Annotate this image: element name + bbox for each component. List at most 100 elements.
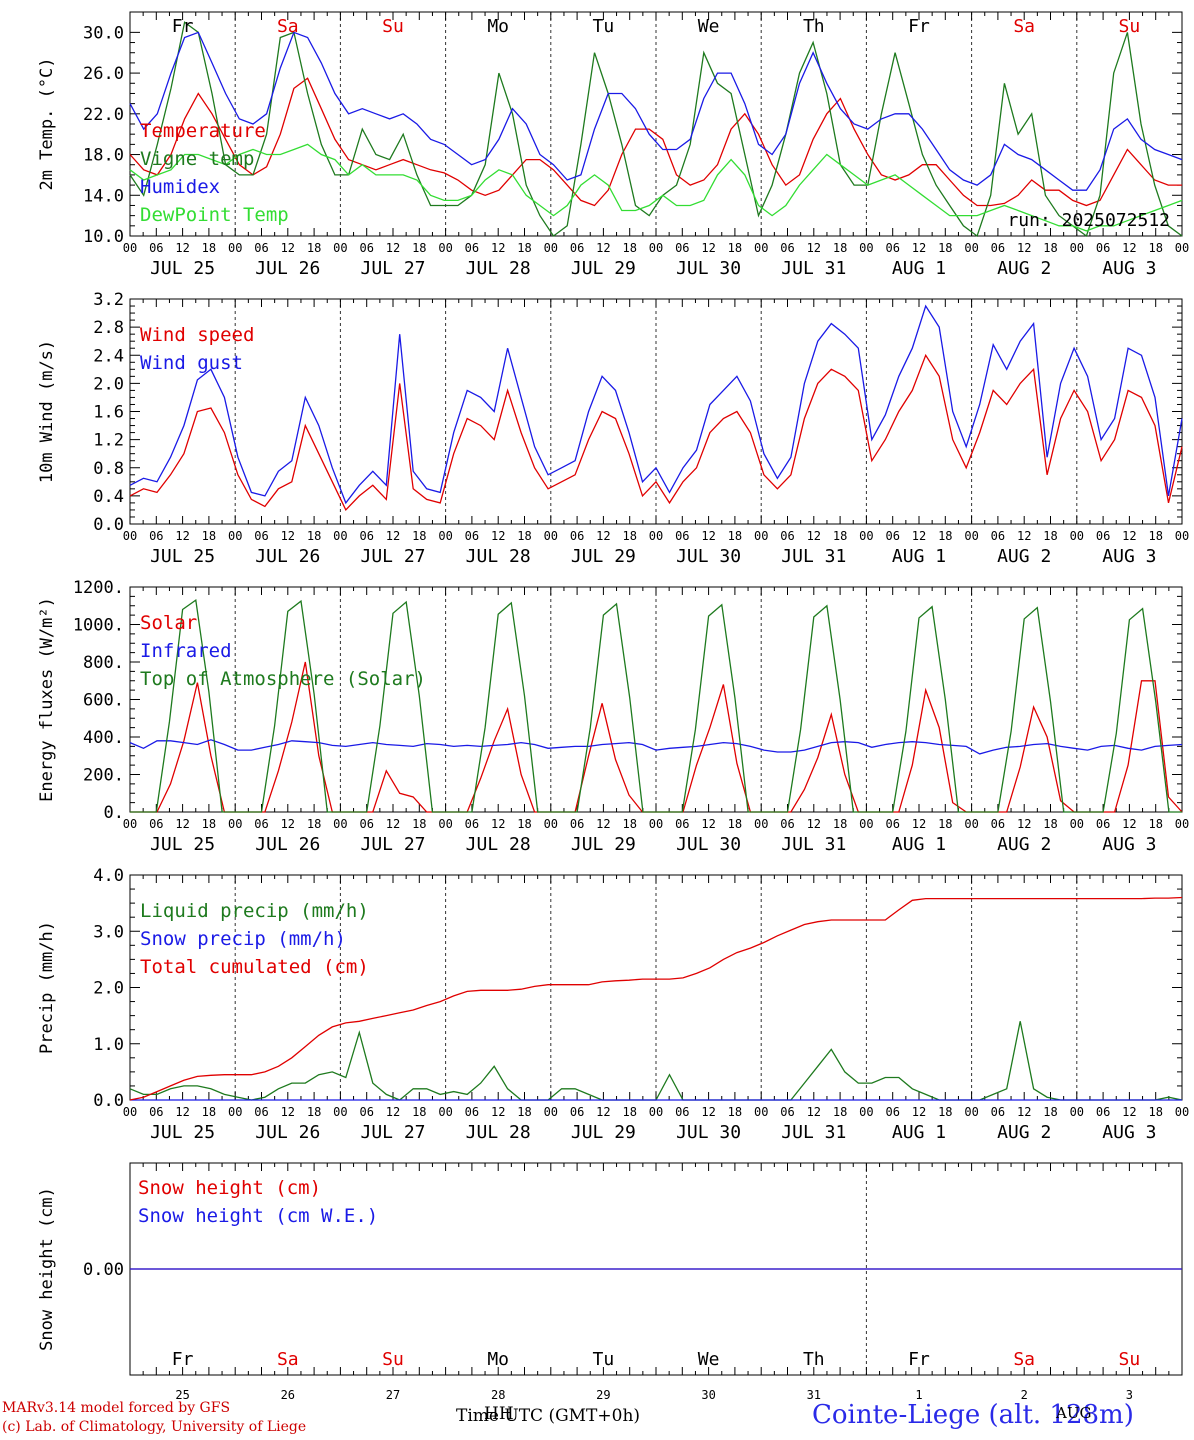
x-hour-label: 12 bbox=[281, 529, 295, 543]
x-hour-label: 06 bbox=[1096, 241, 1110, 255]
x-date-label: AUG 3 bbox=[1102, 546, 1156, 567]
x-hour-label: 12 bbox=[807, 817, 821, 831]
x-date-label: AUG 1 bbox=[892, 258, 946, 279]
x-date-label: JUL 28 bbox=[466, 546, 531, 567]
x-hour-label: 12 bbox=[912, 817, 926, 831]
x-hour-label: 18 bbox=[833, 241, 847, 255]
x-hour-label: 06 bbox=[149, 241, 163, 255]
weekday-label-top: Mo bbox=[487, 16, 509, 37]
x-hour-label: 18 bbox=[412, 1105, 426, 1119]
y-tick-label: 3.0 bbox=[93, 922, 124, 942]
x-hour-label: 12 bbox=[701, 241, 715, 255]
x-hour-label: 00 bbox=[333, 529, 347, 543]
y-tick-label: 0.0 bbox=[93, 515, 124, 535]
x-hour-label: 00 bbox=[228, 241, 242, 255]
y-axis-label: Snow height (cm) bbox=[37, 1187, 57, 1351]
x-hour-label: 00 bbox=[438, 529, 452, 543]
x-hour-label: 00 bbox=[544, 529, 558, 543]
y-tick-label: 0.0 bbox=[93, 1091, 124, 1111]
day-number-label: 27 bbox=[386, 1388, 400, 1402]
x-date-label: JUL 28 bbox=[466, 834, 531, 855]
x-hour-label: 18 bbox=[517, 241, 531, 255]
x-hour-label: 00 bbox=[859, 529, 873, 543]
legend-entry: Snow precip (mm/h) bbox=[140, 928, 346, 950]
x-date-label: JUL 26 bbox=[255, 258, 320, 279]
x-hour-label: 12 bbox=[281, 241, 295, 255]
x-date-label: JUL 31 bbox=[781, 834, 846, 855]
x-hour-label: 18 bbox=[1148, 529, 1162, 543]
x-hour-label: 06 bbox=[885, 817, 899, 831]
x-hour-label: 06 bbox=[1096, 1105, 1110, 1119]
y-tick-label: 26.0 bbox=[83, 64, 124, 84]
x-hour-label: 00 bbox=[333, 1105, 347, 1119]
y-tick-label: 0. bbox=[104, 803, 124, 823]
x-date-label: JUL 29 bbox=[571, 258, 636, 279]
x-hour-label: 18 bbox=[1148, 1105, 1162, 1119]
x-date-label: JUL 25 bbox=[150, 546, 215, 567]
x-hour-label: 12 bbox=[491, 1105, 505, 1119]
x-hour-label: 12 bbox=[596, 817, 610, 831]
y-tick-label: 1.6 bbox=[93, 403, 124, 423]
x-hour-label: 18 bbox=[1148, 817, 1162, 831]
x-hour-label: 18 bbox=[938, 817, 952, 831]
legend-entry: Solar bbox=[140, 612, 197, 634]
x-hour-label: 06 bbox=[465, 529, 479, 543]
x-hour-label: 18 bbox=[833, 817, 847, 831]
x-hour-label: 06 bbox=[885, 241, 899, 255]
x-date-label: JUL 28 bbox=[466, 1122, 531, 1143]
x-hour-label: 00 bbox=[123, 241, 137, 255]
x-hour-label: 06 bbox=[570, 817, 584, 831]
x-date-label: JUL 30 bbox=[676, 546, 741, 567]
x-date-label: JUL 26 bbox=[255, 834, 320, 855]
x-hour-label: 00 bbox=[1070, 529, 1084, 543]
y-tick-label: 600. bbox=[83, 691, 124, 711]
x-hour-label: 12 bbox=[596, 529, 610, 543]
x-hour-label: 12 bbox=[1122, 1105, 1136, 1119]
x-date-label: AUG 3 bbox=[1102, 1122, 1156, 1143]
x-hour-label: 18 bbox=[938, 241, 952, 255]
series-line-dewpoint-temp bbox=[129, 143, 1183, 232]
weekday-label-top: Th bbox=[803, 16, 825, 37]
weekday-label-bottom: Th bbox=[803, 1349, 825, 1370]
weekday-label-bottom: Su bbox=[1119, 1349, 1141, 1370]
x-hour-label: 06 bbox=[780, 817, 794, 831]
day-number-label: 28 bbox=[491, 1388, 505, 1402]
x-hour-label: 12 bbox=[281, 817, 295, 831]
x-hour-label: 00 bbox=[228, 1105, 242, 1119]
x-date-label: JUL 27 bbox=[360, 1122, 425, 1143]
x-hour-label: 06 bbox=[780, 529, 794, 543]
x-hour-label: 12 bbox=[596, 241, 610, 255]
x-hour-label: 12 bbox=[701, 1105, 715, 1119]
x-date-label: AUG 1 bbox=[892, 834, 946, 855]
x-date-label: AUG 2 bbox=[997, 546, 1051, 567]
x-hour-label: 06 bbox=[465, 1105, 479, 1119]
x-hour-label: 12 bbox=[175, 1105, 189, 1119]
model-credit: MARv3.14 model forced by GFS bbox=[2, 1400, 231, 1416]
x-hour-label: 12 bbox=[1017, 241, 1031, 255]
x-hour-label: 18 bbox=[622, 529, 636, 543]
weekday-label-top: Su bbox=[382, 16, 404, 37]
x-axis-title-overlap: HH bbox=[484, 1404, 514, 1424]
x-hour-label: 12 bbox=[491, 241, 505, 255]
x-hour-label: 00 bbox=[1175, 817, 1189, 831]
x-hour-label: 18 bbox=[202, 241, 216, 255]
day-number-label: 3 bbox=[1126, 1388, 1133, 1402]
legend-entry: Wind speed bbox=[140, 324, 254, 346]
x-hour-label: 00 bbox=[964, 817, 978, 831]
x-hour-label: 06 bbox=[675, 1105, 689, 1119]
x-hour-label: 12 bbox=[1122, 817, 1136, 831]
day-number-label: 29 bbox=[596, 1388, 610, 1402]
x-hour-label: 00 bbox=[333, 241, 347, 255]
x-hour-label: 06 bbox=[149, 1105, 163, 1119]
legend-entry: DewPoint Temp bbox=[140, 204, 289, 226]
legend-entry: Liquid precip (mm/h) bbox=[140, 900, 369, 922]
x-hour-label: 00 bbox=[1175, 1105, 1189, 1119]
y-tick-label: 1.2 bbox=[93, 431, 124, 451]
y-tick-label: 30.0 bbox=[83, 23, 124, 43]
weekday-label-bottom: Su bbox=[382, 1349, 404, 1370]
panel-1: 10.0 14.0 18.0 22.0 26.0 30.0 2m Temp. (°C) 00 0… bbox=[37, 11, 1189, 279]
x-hour-label: 00 bbox=[964, 1105, 978, 1119]
x-hour-label: 12 bbox=[807, 241, 821, 255]
x-date-label: JUL 30 bbox=[676, 258, 741, 279]
